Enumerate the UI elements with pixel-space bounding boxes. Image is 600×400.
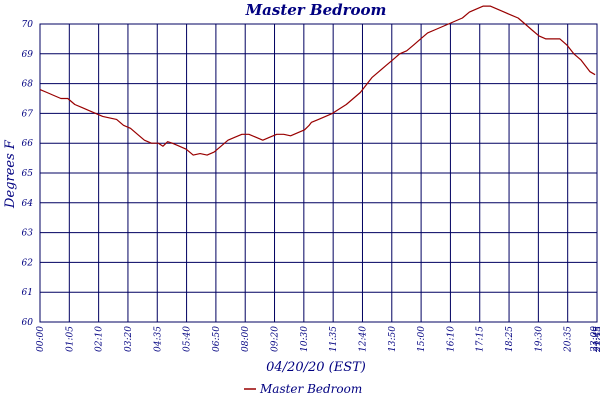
x-tick-label: 23:00	[590, 326, 600, 353]
x-tick-label: 03:20	[124, 326, 134, 352]
y-tick-label: 66	[22, 139, 34, 149]
y-tick-label: 63	[22, 229, 34, 239]
x-tick-label: 09:20	[271, 326, 281, 352]
x-tick-label: 23:55	[595, 326, 600, 353]
x-tick-label: 04:35	[153, 326, 163, 352]
x-tick-label: 12:40	[358, 326, 368, 352]
x-tick-label: 06:50	[212, 326, 222, 352]
y-tick-label: 65	[22, 169, 34, 179]
x-tick-label: 15:00	[417, 326, 427, 352]
y-tick-label: 69	[22, 50, 34, 60]
y-tick-label: 68	[22, 80, 34, 90]
x-tick-label: 10:30	[300, 326, 310, 352]
plot-grid	[39, 23, 598, 323]
x-tick-label: 01:05	[65, 326, 75, 352]
x-tick-label: 19:30	[534, 326, 544, 352]
x-tick-label: 02:10	[95, 326, 105, 352]
chart-title: Master Bedroom	[245, 1, 387, 19]
series-line	[39, 5, 596, 156]
x-tick-label: 18:25	[505, 326, 515, 352]
legend: Master Bedroom	[244, 382, 362, 396]
y-axis-ticks: 60 61 62 63 64 65 66 67 68 69 70	[22, 20, 34, 328]
series-layer	[39, 5, 596, 156]
x-tick-label: 21:45	[593, 326, 600, 353]
y-tick-label: 61	[22, 288, 33, 298]
x-tick-label: 16:10	[446, 326, 456, 352]
y-tick-label: 67	[22, 109, 34, 119]
y-tick-label: 70	[22, 20, 34, 30]
x-tick-label: 11:35	[329, 326, 339, 352]
x-tick-label: 00:00	[36, 326, 46, 352]
x-tick-label: 13:50	[388, 326, 398, 352]
y-tick-label: 60	[22, 318, 34, 328]
x-axis-label: 04/20/20 (EST)	[266, 360, 366, 375]
x-tick-label: 08:00	[241, 326, 251, 352]
x-axis-ticks: 00:00 01:05 02:10 03:20 04:35 05:40 06:50 08:00…	[36, 326, 600, 353]
y-axis-label: Degrees F	[3, 139, 18, 209]
legend-label: Master Bedroom	[259, 382, 362, 396]
x-tick-label: 17:15	[476, 326, 486, 352]
y-tick-label: 64	[22, 199, 34, 209]
x-tick-label: 20:35	[564, 326, 574, 353]
x-tick-label: 05:40	[183, 326, 193, 352]
y-tick-label: 62	[22, 258, 34, 268]
